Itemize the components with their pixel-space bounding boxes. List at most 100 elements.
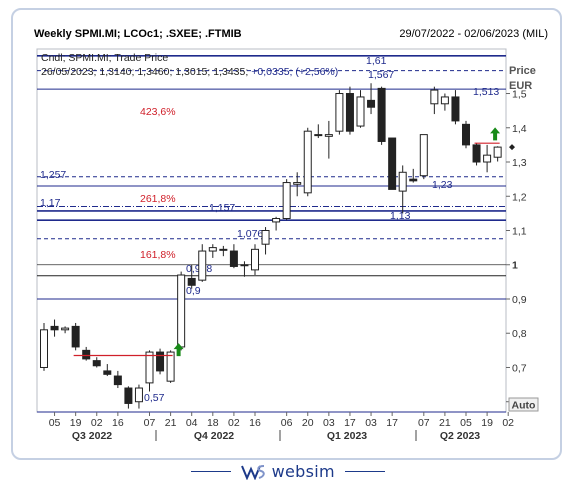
level-label: 1,13 (390, 210, 411, 222)
x-tick-label: 05 (49, 417, 61, 429)
x-tick-label: 03 (323, 417, 335, 429)
candle-body (388, 137, 397, 190)
candle-body (40, 329, 48, 368)
x-tick-label: 17 (344, 417, 356, 429)
candle-body (219, 248, 228, 251)
y-tick-label: 0,9 (512, 294, 527, 306)
candle-body (419, 134, 428, 177)
candle-body (134, 387, 143, 403)
level-label: 1,076 (237, 228, 263, 240)
y-axis: 1,51,41,31,21,110,90,80,70,6 (506, 89, 527, 409)
websim-logo-icon (241, 464, 265, 480)
candle-body (377, 87, 386, 142)
fibonacci-label: 161,8% (140, 249, 176, 261)
x-tick-label: 06 (281, 417, 293, 429)
y-tick-label: 0,8 (512, 328, 527, 340)
quarter-label: Q3 2022 (72, 430, 112, 442)
x-tick-label: 07 (418, 417, 430, 429)
candle-body (398, 171, 407, 192)
candle-body (251, 248, 259, 271)
candle-body (272, 218, 281, 223)
level-label: 0,57 (144, 392, 165, 404)
y-tick-label: 1,4 (512, 123, 527, 135)
quarter-label: Q4 2022 (194, 430, 234, 442)
x-tick-label: 04 (186, 417, 198, 429)
legend-line-1: Cndl; SPMI.MI; Trade Price (41, 52, 168, 64)
candle-body (166, 351, 175, 382)
y-tick-label: 1,3 (512, 157, 527, 169)
candle-body (356, 96, 365, 127)
x-tick-label: 18 (207, 417, 219, 429)
x-tick-label: 21 (165, 417, 177, 429)
yaxis-title: Price (509, 65, 536, 77)
candle-body (198, 250, 207, 281)
level-label: 1,61 (366, 55, 387, 67)
x-tick-label: 19 (70, 417, 82, 429)
level-label: 1,513 (473, 86, 499, 98)
footer: websim (0, 462, 576, 482)
candle-body (208, 247, 217, 252)
level-label: 1,257 (40, 169, 66, 181)
chart-frame (11, 8, 562, 460)
footer-divider-left (190, 471, 231, 472)
candle-body (82, 349, 91, 360)
quarter-label: Q1 2023 (327, 430, 367, 442)
candle-body (293, 182, 302, 185)
level-label: 1,157 (209, 202, 235, 214)
yaxis-unit: EUR (509, 80, 532, 92)
y-tick-label: 1,2 (512, 191, 527, 203)
overlays-layer: 423,6% 261,8% 161,8% (73, 106, 501, 357)
candle-body (451, 96, 460, 122)
fibonacci-label: 423,6% (140, 106, 176, 118)
x-tick-label: 02 (91, 417, 103, 429)
candle-body (240, 264, 249, 267)
buy-signal-arrow-icon (490, 127, 501, 141)
x-tick-label: 20 (302, 417, 314, 429)
candle-body (472, 144, 481, 163)
x-tick-label: 17 (386, 417, 398, 429)
candle-body (156, 351, 165, 372)
levels-layer: 1,61 1,567 1,513 1,257 1,23 1,17 1,157 1,13 1,07… (37, 55, 506, 413)
x-tick-label: 07 (144, 417, 156, 429)
candle-body (177, 274, 186, 348)
chart-title: Weekly SPMI.MI; LCOc1; .SXEE; .FTMIB (34, 28, 242, 40)
level-label: 1,567 (368, 69, 394, 81)
legend-change: +0,0335; (+2,56%) (251, 66, 338, 78)
x-tick-label: 16 (112, 417, 124, 429)
candle-body (124, 387, 133, 404)
candles-layer (40, 83, 502, 409)
y-tick-label: 1,5 (512, 89, 527, 101)
candle-body (50, 325, 59, 331)
candle-body (61, 327, 70, 331)
buy-signal-arrow-icon (173, 343, 184, 357)
date-range: 29/07/2022 - 02/06/2023 (MIL) (399, 28, 548, 40)
candle-body (103, 370, 112, 375)
candle-body (483, 154, 492, 163)
candle-body (282, 182, 291, 220)
x-tick-label: 02 (502, 417, 514, 429)
candle-body (493, 146, 502, 158)
candle-body (314, 134, 323, 137)
candle-body (462, 123, 470, 146)
level-label: 0,9 (186, 285, 201, 297)
candle-body (409, 178, 418, 182)
level-label: 1,17 (40, 197, 61, 209)
x-tick-label: 16 (249, 417, 261, 429)
candle-body (229, 250, 238, 267)
last-price-marker-icon (509, 144, 515, 151)
x-tick-label: 03 (365, 417, 377, 429)
footer-brand: websim (271, 462, 335, 481)
candle-body (261, 230, 270, 245)
y-tick-label: 0,7 (512, 362, 527, 374)
footer-divider-right (345, 471, 386, 472)
x-tick-label: 21 (439, 417, 451, 429)
candle-body (145, 351, 154, 384)
fibonacci-label: 261,8% (140, 193, 176, 205)
legend-line-2: 26/05/2023; 1,3140; 1,3460; 1,3015; 1,34… (41, 66, 338, 78)
candle-body (345, 93, 354, 132)
auto-scale-button[interactable] (508, 397, 539, 412)
x-axis: 05 19 02 16 07 21 04 18 02 16 06 20 03 17 03 17 07 21 05 19… (49, 412, 514, 442)
auto-scale-label: Auto (512, 400, 536, 412)
candle-body (440, 96, 449, 105)
